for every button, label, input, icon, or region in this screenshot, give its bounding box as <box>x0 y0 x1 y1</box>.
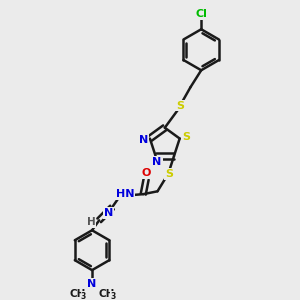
Text: N: N <box>87 279 97 289</box>
Text: CH: CH <box>99 289 115 299</box>
Text: CH: CH <box>69 289 85 299</box>
Text: Cl: Cl <box>195 9 207 19</box>
Text: HN: HN <box>116 189 134 199</box>
Text: 3: 3 <box>110 292 116 300</box>
Text: 3: 3 <box>81 292 86 300</box>
Text: O: O <box>142 168 152 178</box>
Text: H: H <box>87 217 96 227</box>
Text: S: S <box>165 169 173 179</box>
Text: S: S <box>182 132 190 142</box>
Text: N: N <box>104 208 113 218</box>
Text: S: S <box>176 100 184 110</box>
Text: N: N <box>152 157 162 167</box>
Text: N: N <box>139 135 148 145</box>
